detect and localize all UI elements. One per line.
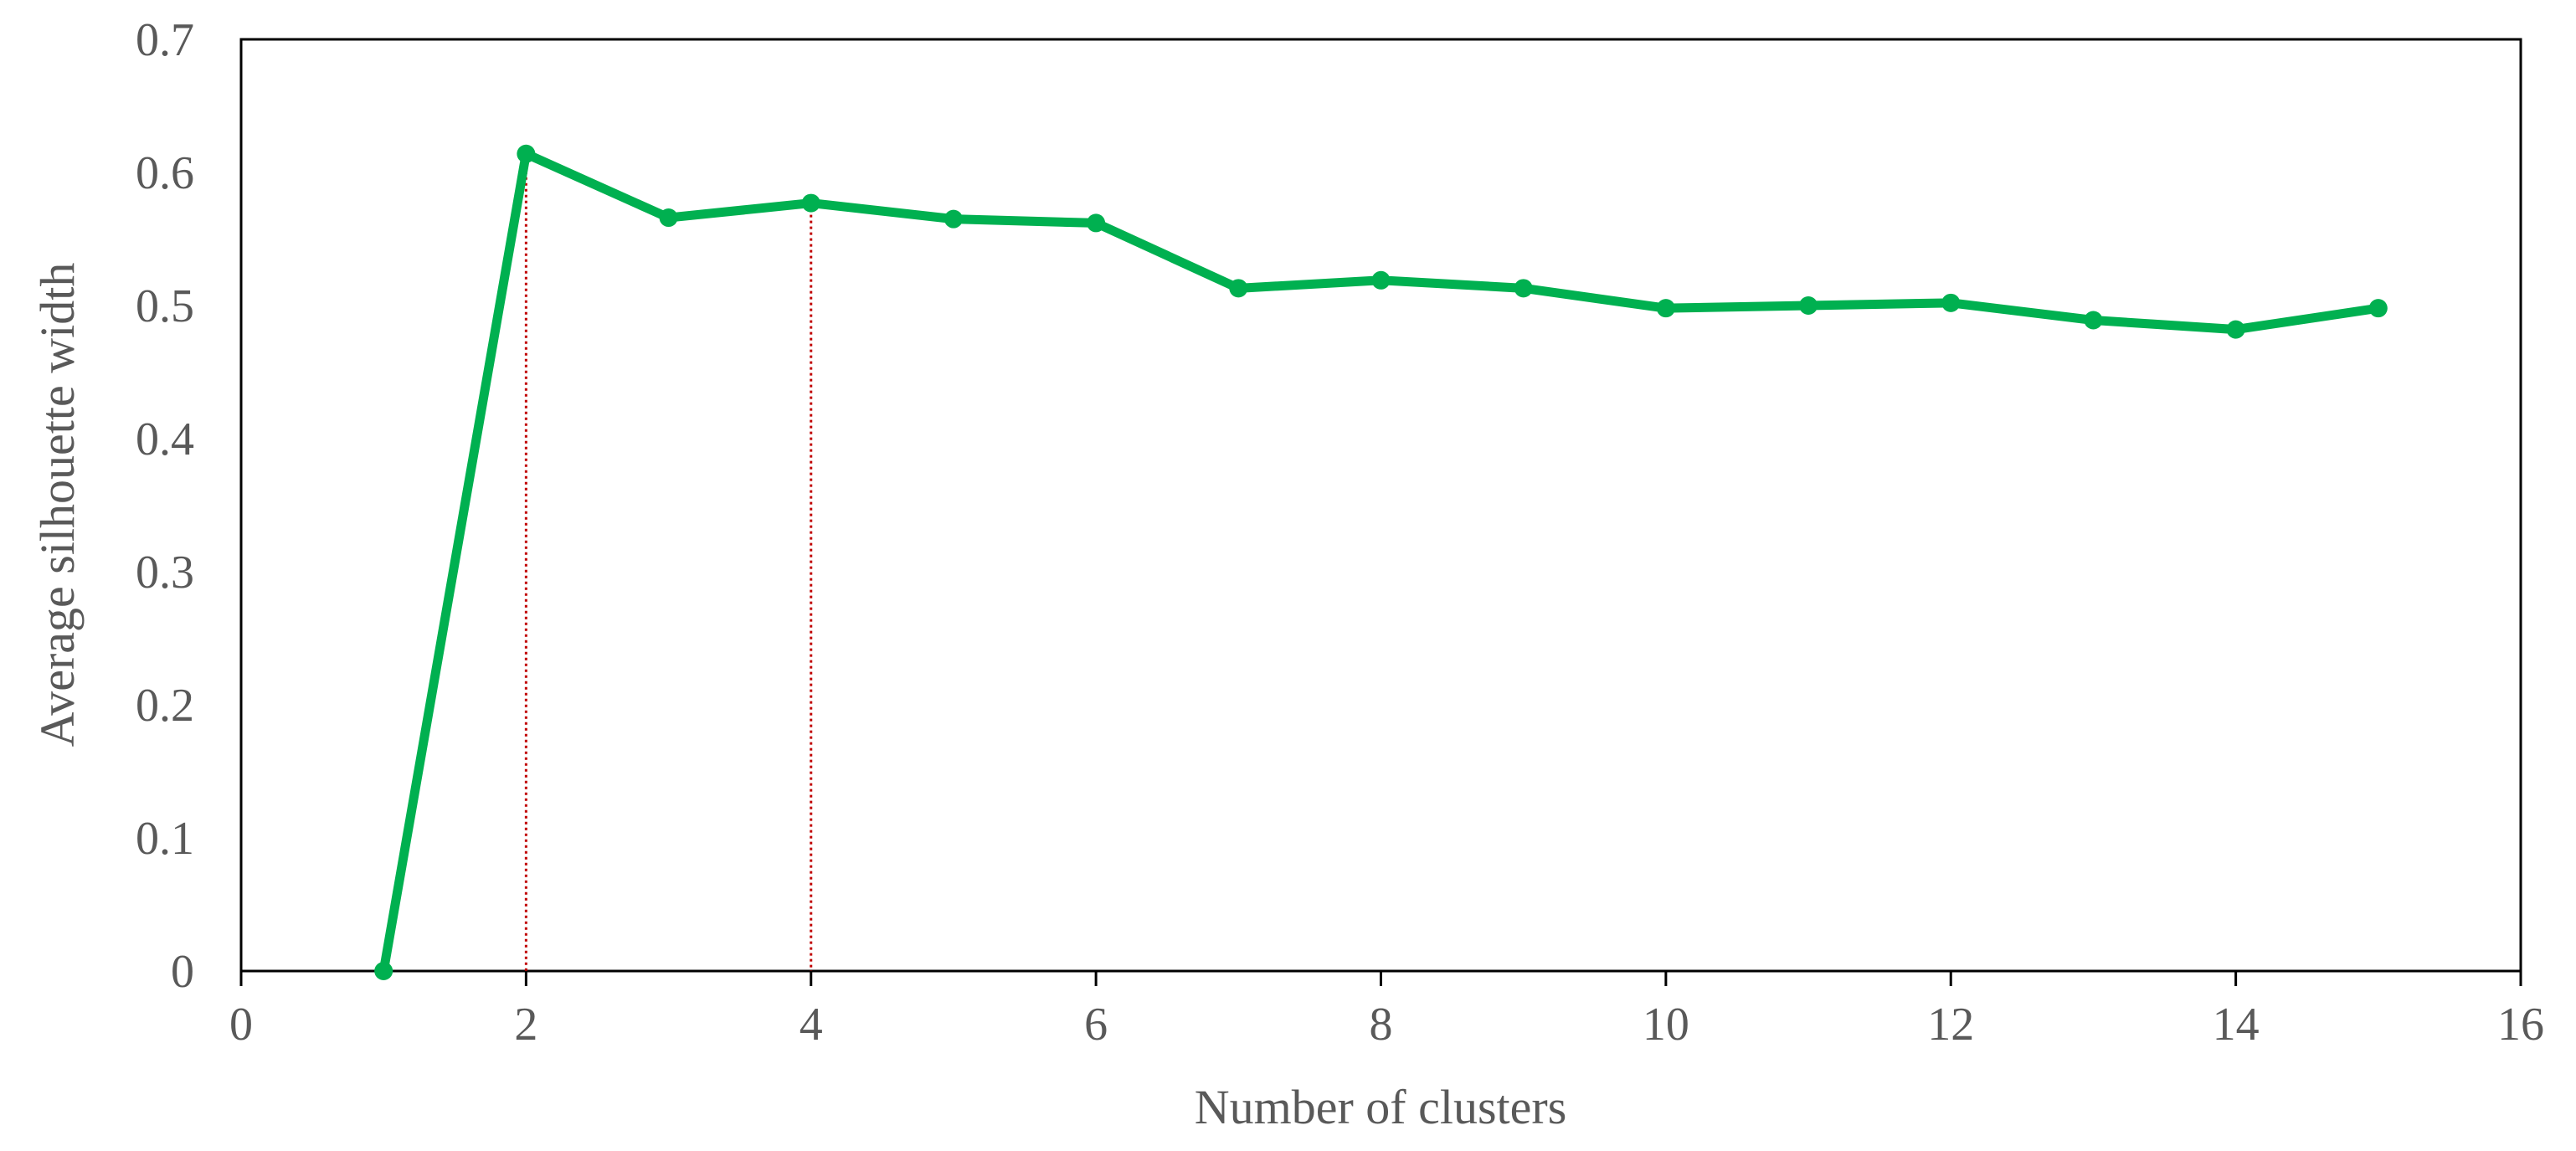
x-axis-title: Number of clusters	[1195, 1080, 1567, 1134]
series-layer	[374, 144, 2388, 980]
y-tick-label: 0	[171, 946, 194, 998]
x-tick-label: 16	[2497, 999, 2544, 1051]
reference-lines	[524, 153, 813, 971]
data-point	[2084, 311, 2103, 330]
data-point	[659, 208, 678, 228]
y-tick-label: 0.7	[136, 14, 194, 66]
y-tick-label: 0.1	[136, 813, 194, 865]
y-tick-label: 0.3	[136, 547, 194, 599]
data-point	[1087, 213, 1106, 233]
y-tick-label: 0.4	[136, 414, 194, 465]
x-tick-label: 10	[1643, 999, 1689, 1051]
data-point	[1941, 293, 1961, 312]
data-point	[1229, 279, 1248, 298]
data-point	[1514, 279, 1533, 298]
y-axis-title: Average silhouette width	[30, 263, 85, 748]
y-tick-label: 0.6	[136, 147, 194, 199]
data-point	[1799, 296, 1818, 315]
x-tick-label: 12	[1927, 999, 1974, 1051]
x-tick-label: 14	[2213, 999, 2260, 1051]
x-axis-ticks: 0 2 4 6 8 10 12 14 16	[229, 971, 2544, 1051]
y-tick-label: 0.2	[136, 680, 194, 732]
y-axis-ticks: 0 0.1 0.2 0.3 0.4 0.5 0.6 0.7	[136, 14, 194, 998]
data-point	[374, 962, 393, 980]
data-point	[1371, 270, 1391, 290]
data-point	[517, 144, 536, 163]
data-point	[2368, 299, 2388, 318]
x-tick-label: 6	[1084, 999, 1108, 1051]
data-point	[2226, 320, 2245, 339]
data-point	[944, 209, 963, 229]
data-point	[1656, 299, 1675, 318]
x-tick-label: 8	[1370, 999, 1393, 1051]
y-tick-label: 0.5	[136, 280, 194, 332]
x-tick-label: 0	[229, 999, 253, 1051]
data-point	[801, 193, 820, 213]
x-tick-label: 2	[514, 999, 537, 1051]
x-tick-label: 4	[800, 999, 823, 1051]
